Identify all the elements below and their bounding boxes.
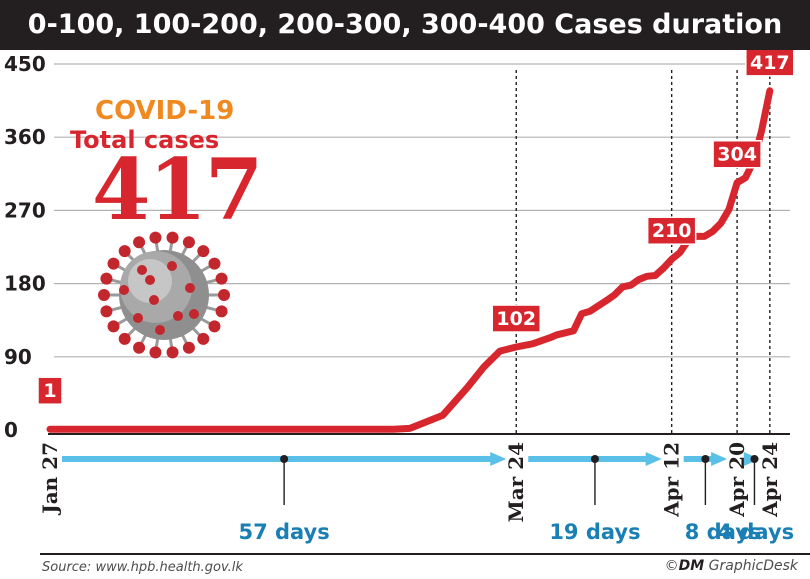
duration-label: 19 days xyxy=(549,520,640,544)
source-note: Source: www.hpb.health.gov.lk xyxy=(42,560,243,575)
virus-spike-head xyxy=(215,305,228,318)
virus-surface-dot xyxy=(173,311,183,321)
virus-spike-head xyxy=(208,320,221,333)
virus-spike-head xyxy=(107,257,120,270)
y-tick-label: 450 xyxy=(4,52,46,76)
covid-heading: COVID-19 xyxy=(95,96,235,126)
y-tick-label: 0 xyxy=(4,418,18,442)
duration-label: 57 days xyxy=(238,520,329,544)
virus-spike-head xyxy=(197,245,210,258)
virus-surface-dot xyxy=(149,295,159,305)
virus-surface-dot xyxy=(145,275,155,285)
duration-label: 8 days xyxy=(685,520,762,544)
y-tick-label: 360 xyxy=(4,125,46,149)
duration-arrowhead xyxy=(490,452,507,466)
value-badge xyxy=(712,139,762,169)
virus-spike-head xyxy=(100,305,113,318)
virus-surface-dot xyxy=(119,285,129,295)
value-badge-label: 417 xyxy=(750,52,790,74)
chart-title: 0-100, 100-200, 200-300, 300-400 Cases d… xyxy=(0,0,810,50)
virus-spike-head xyxy=(98,289,110,301)
virus-spike-head xyxy=(118,245,131,258)
virus-spike-head xyxy=(218,289,230,301)
value-badge-label: 210 xyxy=(652,220,692,242)
value-badge-label: 102 xyxy=(496,308,536,330)
virus-surface-dot xyxy=(133,313,143,323)
value-badge-label: 304 xyxy=(717,144,757,166)
virus-spike-head xyxy=(118,332,131,345)
footer-divider xyxy=(40,553,810,555)
duration-label: 4 days xyxy=(717,520,794,544)
x-date-label: Apr 12 xyxy=(660,442,684,518)
y-tick-label: 180 xyxy=(4,272,46,296)
virus-spike-head xyxy=(197,332,210,345)
virus-spike-head xyxy=(133,236,146,249)
value-badge xyxy=(646,216,697,245)
credit-brand: DM xyxy=(678,558,705,574)
y-tick-label: 90 xyxy=(4,345,32,369)
virus-spike-head xyxy=(166,346,179,359)
virus-surface-dot xyxy=(189,309,199,319)
virus-spike-head xyxy=(182,236,195,249)
coronavirus-icon xyxy=(98,231,230,359)
duration-arrowhead xyxy=(711,452,728,466)
virus-spike-head xyxy=(182,341,195,354)
y-tick-label: 270 xyxy=(4,198,46,222)
virus-surface-dot xyxy=(185,283,195,293)
graphic-credit: ©DM GraphicDesk xyxy=(665,558,798,574)
virus-spike-head xyxy=(107,320,120,333)
virus-spike-head xyxy=(149,231,162,244)
x-date-label: Jan 27 xyxy=(38,442,62,516)
virus-spike-head xyxy=(166,231,179,244)
x-date-label: Apr 24 xyxy=(758,442,782,518)
copyright-symbol: © xyxy=(664,558,679,574)
virus-spike-head xyxy=(133,341,146,354)
virus-spike-head xyxy=(100,272,113,285)
virus-spike-head xyxy=(215,272,228,285)
x-date-label: Mar 24 xyxy=(504,442,528,523)
duration-arrowhead xyxy=(645,452,662,466)
credit-desk: GraphicDesk xyxy=(708,558,798,574)
virus-spike-head xyxy=(149,346,162,359)
virus-surface-dot xyxy=(167,261,177,271)
virus-spike-head xyxy=(208,257,221,270)
cases-series-line xyxy=(46,87,774,433)
value-badge xyxy=(37,376,63,405)
virus-surface-dot xyxy=(155,325,165,335)
value-badge-label: 1 xyxy=(43,380,56,402)
total-cases-label: Total cases xyxy=(70,126,220,154)
value-badge xyxy=(491,304,541,333)
value-badge xyxy=(745,50,795,77)
total-cases-value: 417 xyxy=(92,140,263,239)
virus-surface-dot xyxy=(137,265,147,275)
